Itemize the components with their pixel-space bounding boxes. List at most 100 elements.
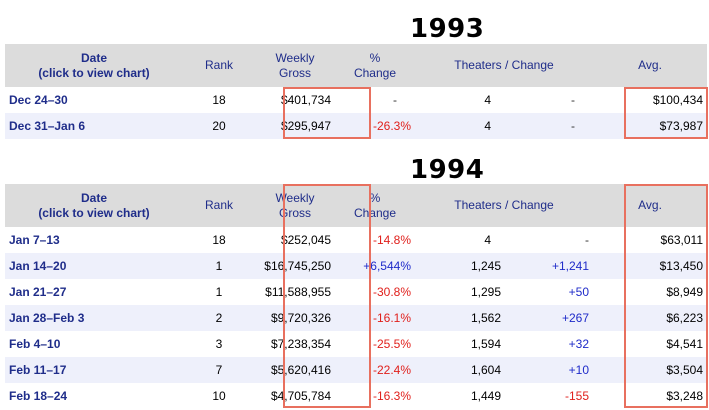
pct-change-cell: -14.8% (372, 233, 411, 247)
rank-cell: 20 (183, 113, 255, 139)
table-row: Jan 7–13 18 $252,045 -14.8% 4 - $63,011 (5, 227, 707, 253)
avg-column-header: Avg. (593, 184, 708, 227)
pct-change-header-line1: % (369, 50, 381, 65)
pct-change-column-header: % Change (335, 184, 415, 227)
avg-column-header: Avg. (593, 44, 708, 87)
theater-change-cell: - (585, 233, 590, 247)
weekly-gross-header-line2: Gross (278, 65, 311, 80)
avg-cell: $3,504 (593, 357, 708, 383)
weekly-gross-column-header: Weekly Gross (255, 184, 335, 227)
change-header-label: Change (511, 198, 554, 212)
rank-cell: 1 (183, 253, 255, 279)
pct-change-header-line2: Change (353, 205, 397, 220)
weekly-gross-cell: $401,734 (280, 93, 331, 107)
weekly-gross-cell: $16,745,250 (255, 253, 335, 279)
theater-change-cell: -155 (564, 389, 590, 403)
pct-change-header-line2: Change (353, 65, 397, 80)
weekly-gross-cell: $9,720,326 (255, 305, 335, 331)
theater-change-cell: +32 (568, 337, 590, 351)
pct-change-cell: -25.5% (372, 337, 411, 351)
pct-change-cell: -22.4% (335, 357, 415, 383)
rank-column-header: Rank (183, 184, 255, 227)
week-date-link[interactable]: Feb 11–17 (5, 357, 183, 383)
table-row: Feb 4–10 3 $7,238,354 -25.5% 1,594 +32 $… (5, 331, 707, 357)
pct-change-cell: -30.8% (372, 285, 411, 299)
avg-cell: $13,450 (593, 253, 708, 279)
weekly-gross-header-line1: Weekly (275, 190, 315, 205)
theater-change-cell: +267 (505, 305, 594, 331)
table-row: Dec 31–Jan 6 20 $295,947 -26.3% 4 - $73,… (5, 113, 708, 139)
theaters-cell: 1,604 (415, 357, 505, 383)
table-row: Jan 21–27 1 $11,588,955 -30.8% 1,295 +50… (5, 279, 707, 305)
table-header-row: Date (click to view chart) Rank Weekly G… (5, 44, 708, 87)
pct-change-header-line1: % (369, 190, 381, 205)
theaters-cell: 4 (415, 113, 505, 139)
table-header-row: Date (click to view chart) Rank Weekly G… (5, 184, 708, 227)
year-heading-1993: 1993 (410, 14, 485, 44)
date-column-header[interactable]: Date (click to view chart) (5, 44, 183, 87)
theaters-cell: 1,295 (470, 285, 501, 299)
weekly-gross-cell: $252,045 (280, 233, 331, 247)
theater-change-cell: - (505, 113, 594, 139)
table-row: Feb 11–17 7 $5,620,416 -22.4% 1,604 +10 … (5, 357, 708, 383)
weekly-table-1993: Date (click to view chart) Rank Weekly G… (5, 44, 708, 139)
theaters-header-label: Theaters (454, 58, 502, 72)
week-date-link[interactable]: Jan 14–20 (5, 253, 183, 279)
week-date-link[interactable]: Feb 18–24 (9, 389, 68, 403)
weekly-gross-column-header: Weekly Gross (255, 44, 335, 87)
rank-column-header: Rank (183, 44, 255, 87)
weekly-gross-header-line1: Weekly (275, 50, 315, 65)
pct-change-cell: +6,544% (335, 253, 415, 279)
week-date-link[interactable]: Jan 28–Feb 3 (5, 305, 183, 331)
pct-change-column-header: % Change (335, 44, 415, 87)
weekly-gross-header-line2: Gross (278, 205, 311, 220)
rank-cell: 18 (212, 93, 226, 107)
pct-change-cell: - (393, 93, 397, 107)
rank-cell: 18 (212, 233, 226, 247)
avg-cell: $73,987 (593, 113, 708, 139)
avg-cell: $63,011 (660, 233, 704, 247)
weekly-gross-cell: $4,705,784 (270, 389, 331, 403)
rank-cell: 10 (212, 389, 226, 403)
week-date-link[interactable]: Jan 7–13 (9, 233, 60, 247)
pct-change-cell: -26.3% (335, 113, 415, 139)
date-header-label: Date (80, 190, 107, 205)
theater-change-cell: +10 (505, 357, 594, 383)
avg-cell: $8,949 (666, 285, 704, 299)
theaters-cell: 1,449 (470, 389, 501, 403)
pct-change-cell: -16.1% (335, 305, 415, 331)
table-row: Jan 28–Feb 3 2 $9,720,326 -16.1% 1,562 +… (5, 305, 708, 331)
avg-cell: $100,434 (652, 93, 704, 107)
theaters-change-column-header: Theaters / Change (415, 184, 594, 227)
theaters-header-label: Theaters (454, 198, 502, 212)
avg-cell: $3,248 (666, 389, 704, 403)
theaters-cell: 1,562 (415, 305, 505, 331)
year-heading-1994: 1994 (410, 155, 485, 185)
week-date-link[interactable]: Jan 21–27 (9, 285, 67, 299)
avg-cell: $4,541 (666, 337, 704, 351)
weekly-gross-cell: $295,947 (255, 113, 335, 139)
theater-change-cell: - (571, 93, 576, 107)
table-row: Jan 14–20 1 $16,745,250 +6,544% 1,245 +1… (5, 253, 708, 279)
date-header-hint: (click to view chart) (38, 205, 150, 220)
date-column-header[interactable]: Date (click to view chart) (5, 184, 183, 227)
pct-change-cell: -16.3% (372, 389, 411, 403)
week-date-link[interactable]: Feb 4–10 (9, 337, 61, 351)
rank-cell: 2 (183, 305, 255, 331)
theaters-cell: 1,594 (470, 337, 501, 351)
week-date-link[interactable]: Dec 31–Jan 6 (5, 113, 183, 139)
rank-cell: 3 (215, 337, 223, 351)
theaters-cell: 4 (484, 233, 491, 247)
theater-change-cell: +1,241 (505, 253, 594, 279)
date-header-label: Date (80, 50, 107, 65)
rank-cell: 7 (183, 357, 255, 383)
theaters-change-column-header: Theaters / Change (415, 44, 594, 87)
avg-cell: $6,223 (593, 305, 708, 331)
weekly-gross-cell: $5,620,416 (255, 357, 335, 383)
weekly-gross-cell: $11,588,955 (265, 285, 331, 299)
week-date-link[interactable]: Dec 24–30 (9, 93, 68, 107)
header-slash: / (501, 58, 512, 72)
theater-change-cell: +50 (568, 285, 590, 299)
theaters-cell: 4 (484, 93, 491, 107)
